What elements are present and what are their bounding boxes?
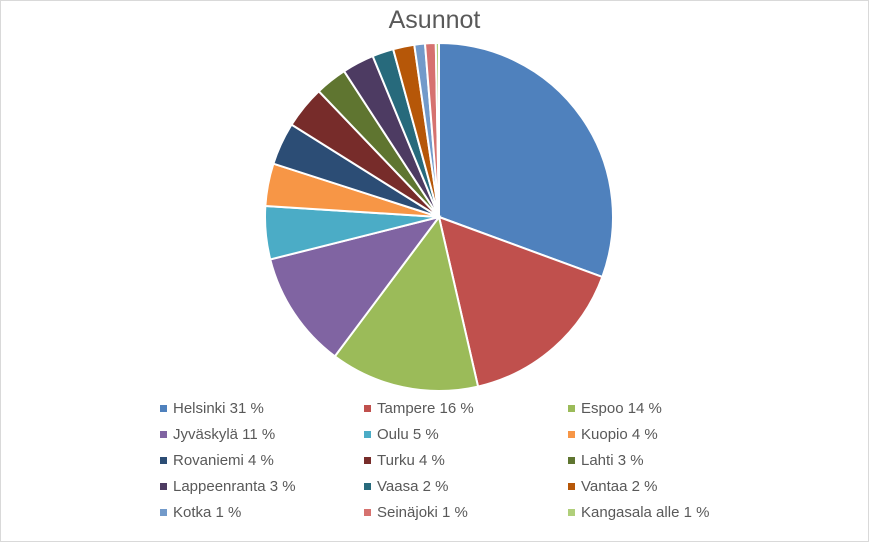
legend-swatch <box>364 405 371 412</box>
legend-item: Kangasala alle 1 % <box>568 504 709 521</box>
legend-label: Kuopio 4 % <box>581 426 658 443</box>
legend-label: Kotka 1 % <box>173 504 242 521</box>
legend-item: Turku 4 % <box>364 452 445 469</box>
legend-item: Oulu 5 % <box>364 426 439 443</box>
legend-swatch <box>568 431 575 438</box>
pie-slice-tampere <box>437 215 604 388</box>
legend-swatch <box>568 405 575 412</box>
legend-label: Seinäjoki 1 % <box>377 504 468 521</box>
legend-item: Lappeenranta 3 % <box>160 478 296 495</box>
chart-title: Asunnot <box>388 6 481 34</box>
legend-item: Lahti 3 % <box>568 452 644 469</box>
legend-label: Lahti 3 % <box>581 452 644 469</box>
legend-swatch <box>160 405 167 412</box>
legend-label: Kangasala alle 1 % <box>581 504 710 521</box>
legend-swatch <box>568 457 575 464</box>
legend-label: Turku 4 % <box>377 452 445 469</box>
legend-item: Kuopio 4 % <box>568 426 658 443</box>
legend-label: Helsinki 31 % <box>173 400 264 417</box>
legend-item: Vaasa 2 % <box>364 478 448 495</box>
legend-swatch <box>568 483 575 490</box>
legend-label: Vaasa 2 % <box>377 478 449 495</box>
legend-swatch <box>160 431 167 438</box>
legend-item: Seinäjoki 1 % <box>364 504 468 521</box>
legend-label: Jyväskylä 11 % <box>173 426 276 443</box>
legend-swatch <box>160 509 167 516</box>
legend-label: Vantaa 2 % <box>581 478 658 495</box>
legend-item: Kotka 1 % <box>160 504 241 521</box>
legend-label: Oulu 5 % <box>377 426 439 443</box>
legend-label: Tampere 16 % <box>377 400 474 417</box>
pie-slice-jyväskylä <box>269 215 442 358</box>
pie-slice-helsinki <box>438 41 614 279</box>
legend-item: Rovaniemi 4 % <box>160 452 274 469</box>
pie-slice-espoo <box>333 214 480 392</box>
legend-swatch <box>364 457 371 464</box>
legend-swatch <box>568 509 575 516</box>
legend-item: Jyväskylä 11 % <box>160 426 275 443</box>
legend-label: Lappeenranta 3 % <box>173 478 296 495</box>
legend-item: Helsinki 31 % <box>160 400 264 417</box>
pie-slice-kangasala <box>434 41 440 218</box>
legend-swatch <box>160 483 167 490</box>
legend-swatch <box>364 431 371 438</box>
legend-item: Espoo 14 % <box>568 400 662 417</box>
legend-label: Espoo 14 % <box>581 400 662 417</box>
legend-label: Rovaniemi 4 % <box>173 452 274 469</box>
legend-item: Tampere 16 % <box>364 400 474 417</box>
legend-swatch <box>364 483 371 490</box>
legend-item: Vantaa 2 % <box>568 478 657 495</box>
legend-swatch <box>364 509 371 516</box>
legend-swatch <box>160 457 167 464</box>
